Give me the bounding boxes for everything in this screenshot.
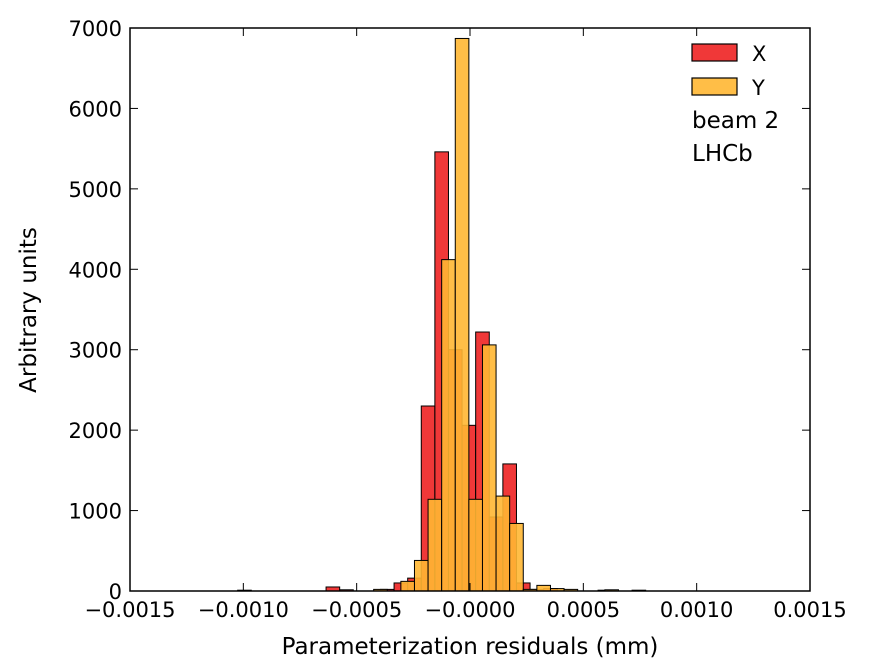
annotation-experiment: LHCb (692, 141, 753, 167)
legend-swatch-y (691, 77, 738, 96)
plot-frame (129, 27, 811, 592)
bar-y-2 (400, 580, 415, 592)
x-axis-title: Parameterization residuals (mm) (282, 634, 659, 660)
bar-y-12 (536, 584, 551, 592)
y-tick-label: 5000 (69, 178, 122, 202)
y-tick-label: 2000 (69, 419, 122, 443)
bar-y-8 (481, 344, 497, 592)
bar-y-6 (454, 37, 470, 592)
x-tick-label: 0.0015 (773, 598, 846, 622)
annotation-beam: beam 2 (692, 108, 779, 134)
legend-label-y: Y (751, 76, 765, 100)
tick-labels-layer: −0.0015 −0.0010 −0.0005 −0.0000 0.0005 0.0010… (69, 17, 847, 622)
y-axis-title: Arbitrary units (16, 227, 42, 393)
y-tick-label: 6000 (69, 97, 122, 121)
y-tick-label: 7000 (69, 17, 122, 41)
bar-y-10 (509, 522, 524, 592)
bar-y-3 (413, 559, 429, 592)
x-tick-label: −0.0010 (198, 598, 289, 622)
y-tick-label: 3000 (69, 339, 122, 363)
y-tick-label: 4000 (69, 258, 122, 282)
x-tick-label: −0.0005 (311, 598, 402, 622)
x-tick-label: −0.0000 (424, 598, 515, 622)
bars-layer (237, 37, 647, 592)
legend-label-x: X (752, 42, 766, 66)
bar-y-7 (468, 498, 483, 592)
x-tick-label: −0.0015 (84, 598, 175, 622)
bar-y-5 (441, 259, 456, 592)
x-tick-label: 0.0005 (547, 598, 620, 622)
legend-swatch-x (691, 43, 738, 62)
x-tick-label: 0.0010 (660, 598, 733, 622)
y-tick-label: 0 (109, 580, 122, 604)
y-tick-label: 1000 (69, 500, 122, 524)
bar-y-4 (427, 498, 443, 592)
legend: X Y (691, 42, 766, 100)
bar-y-9 (495, 495, 511, 592)
